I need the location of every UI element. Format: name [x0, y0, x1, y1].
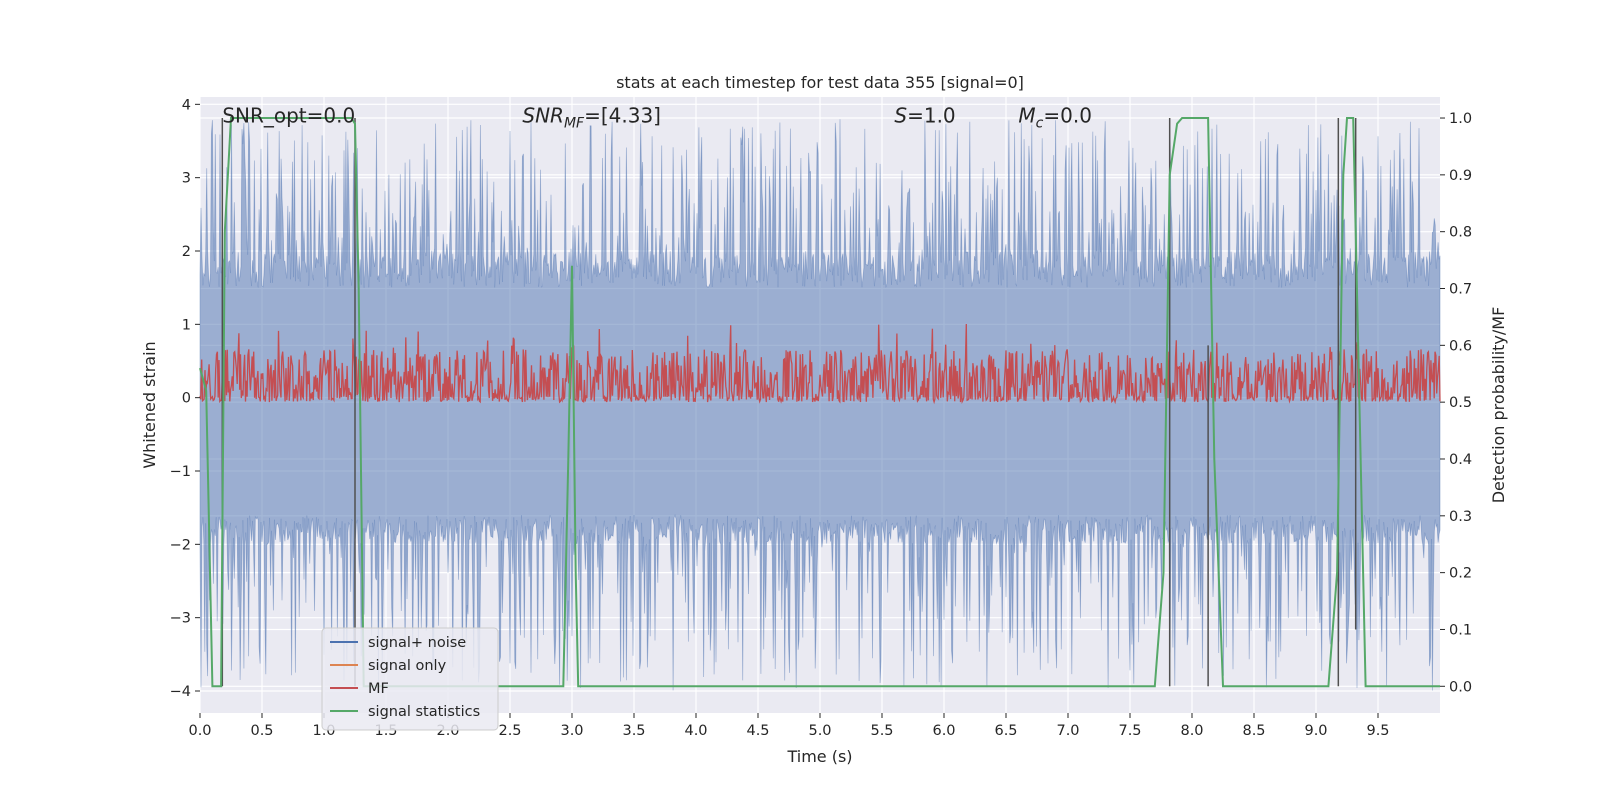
- x-tick-label: 9.0: [1304, 723, 1327, 739]
- y-axis-label: Whitened strain: [140, 341, 159, 468]
- chart-title: stats at each timestep for test data 355…: [616, 73, 1024, 92]
- x-tick-label: 6.0: [932, 723, 955, 739]
- y-tick-label: −1: [170, 464, 191, 480]
- legend-label: signal+ noise: [368, 635, 466, 651]
- x-tick-label: 2.5: [498, 723, 521, 739]
- legend-box: [321, 627, 499, 731]
- y2-tick-label: 0.2: [1449, 566, 1472, 582]
- x-tick-label: 4.0: [684, 723, 707, 739]
- legend: signal+ noise signal only MF signal statist…: [321, 627, 499, 731]
- y2-tick-label: 0.7: [1449, 282, 1472, 298]
- legend-label: MF: [368, 681, 389, 697]
- x-tick-label: 7.5: [1118, 723, 1141, 739]
- y2-tick-label: 1.0: [1449, 111, 1472, 127]
- legend-label: signal statistics: [368, 704, 480, 720]
- y-tick-label: 0: [182, 391, 191, 407]
- x-tick-label: 0.5: [250, 723, 273, 739]
- x-tick-label: 7.0: [1056, 723, 1079, 739]
- x-tick-label: 8.0: [1180, 723, 1203, 739]
- x-tick-label: 9.5: [1366, 723, 1389, 739]
- y2-tick-label: 0.3: [1449, 509, 1472, 525]
- x-tick-label: 5.5: [870, 723, 893, 739]
- annotations: SNR_opt=0.0 SNRMF=[4.33] S=1.0 Mc=0.0: [222, 103, 1092, 131]
- y-tick-label: −3: [170, 611, 191, 627]
- annotation-mc-value: Mc=0.0: [1018, 103, 1092, 131]
- x-tick-label: 3.5: [622, 723, 645, 739]
- series-signal-statistics: [199, 117, 1440, 688]
- y2-tick-label: 0.1: [1449, 622, 1472, 638]
- y2-tick-label: 0.8: [1449, 225, 1472, 241]
- y2-tick-label: 0.6: [1449, 338, 1472, 354]
- series-mf: [199, 323, 1441, 405]
- x-tick-label: 5.0: [808, 723, 831, 739]
- y-tick-label: −4: [170, 684, 191, 700]
- y2-tick-label: 0.4: [1449, 452, 1472, 468]
- axes-layer: 0.0 0.5 1.0 1.5 2.0 2.5 3.0 3.5 4.0 4.5 5.0 5.5 6.0 6…: [170, 97, 1472, 739]
- y-tick-label: −2: [170, 537, 191, 553]
- legend-label: signal only: [368, 658, 447, 674]
- x-axis-label: Time (s): [786, 747, 852, 766]
- y-tick-label: 3: [182, 171, 191, 187]
- y2-tick-label: 0.0: [1449, 679, 1472, 695]
- y2-tick-label: 0.9: [1449, 168, 1472, 184]
- x-tick-label: 8.5: [1242, 723, 1265, 739]
- y-tick-label: 1: [182, 317, 191, 333]
- annotation-snr-opt: SNR_opt=0.0: [222, 103, 355, 127]
- series-layer: [199, 117, 1441, 691]
- x-tick-label: 3.0: [560, 723, 583, 739]
- annotation-s-value: S=1.0: [894, 103, 955, 127]
- y-tick-label: 2: [182, 244, 191, 260]
- y-tick-label: 4: [182, 97, 191, 113]
- y2-axis-label: Detection probability/MF: [1489, 307, 1508, 504]
- x-tick-label: 4.5: [746, 723, 769, 739]
- y2-tick-label: 0.5: [1449, 395, 1472, 411]
- x-tick-label: 6.5: [994, 723, 1017, 739]
- x-tick-label: 0.0: [188, 723, 211, 739]
- annotation-snr-mf: SNRMF=[4.33]: [522, 103, 661, 131]
- series-signal-plus-noise: [199, 119, 1441, 691]
